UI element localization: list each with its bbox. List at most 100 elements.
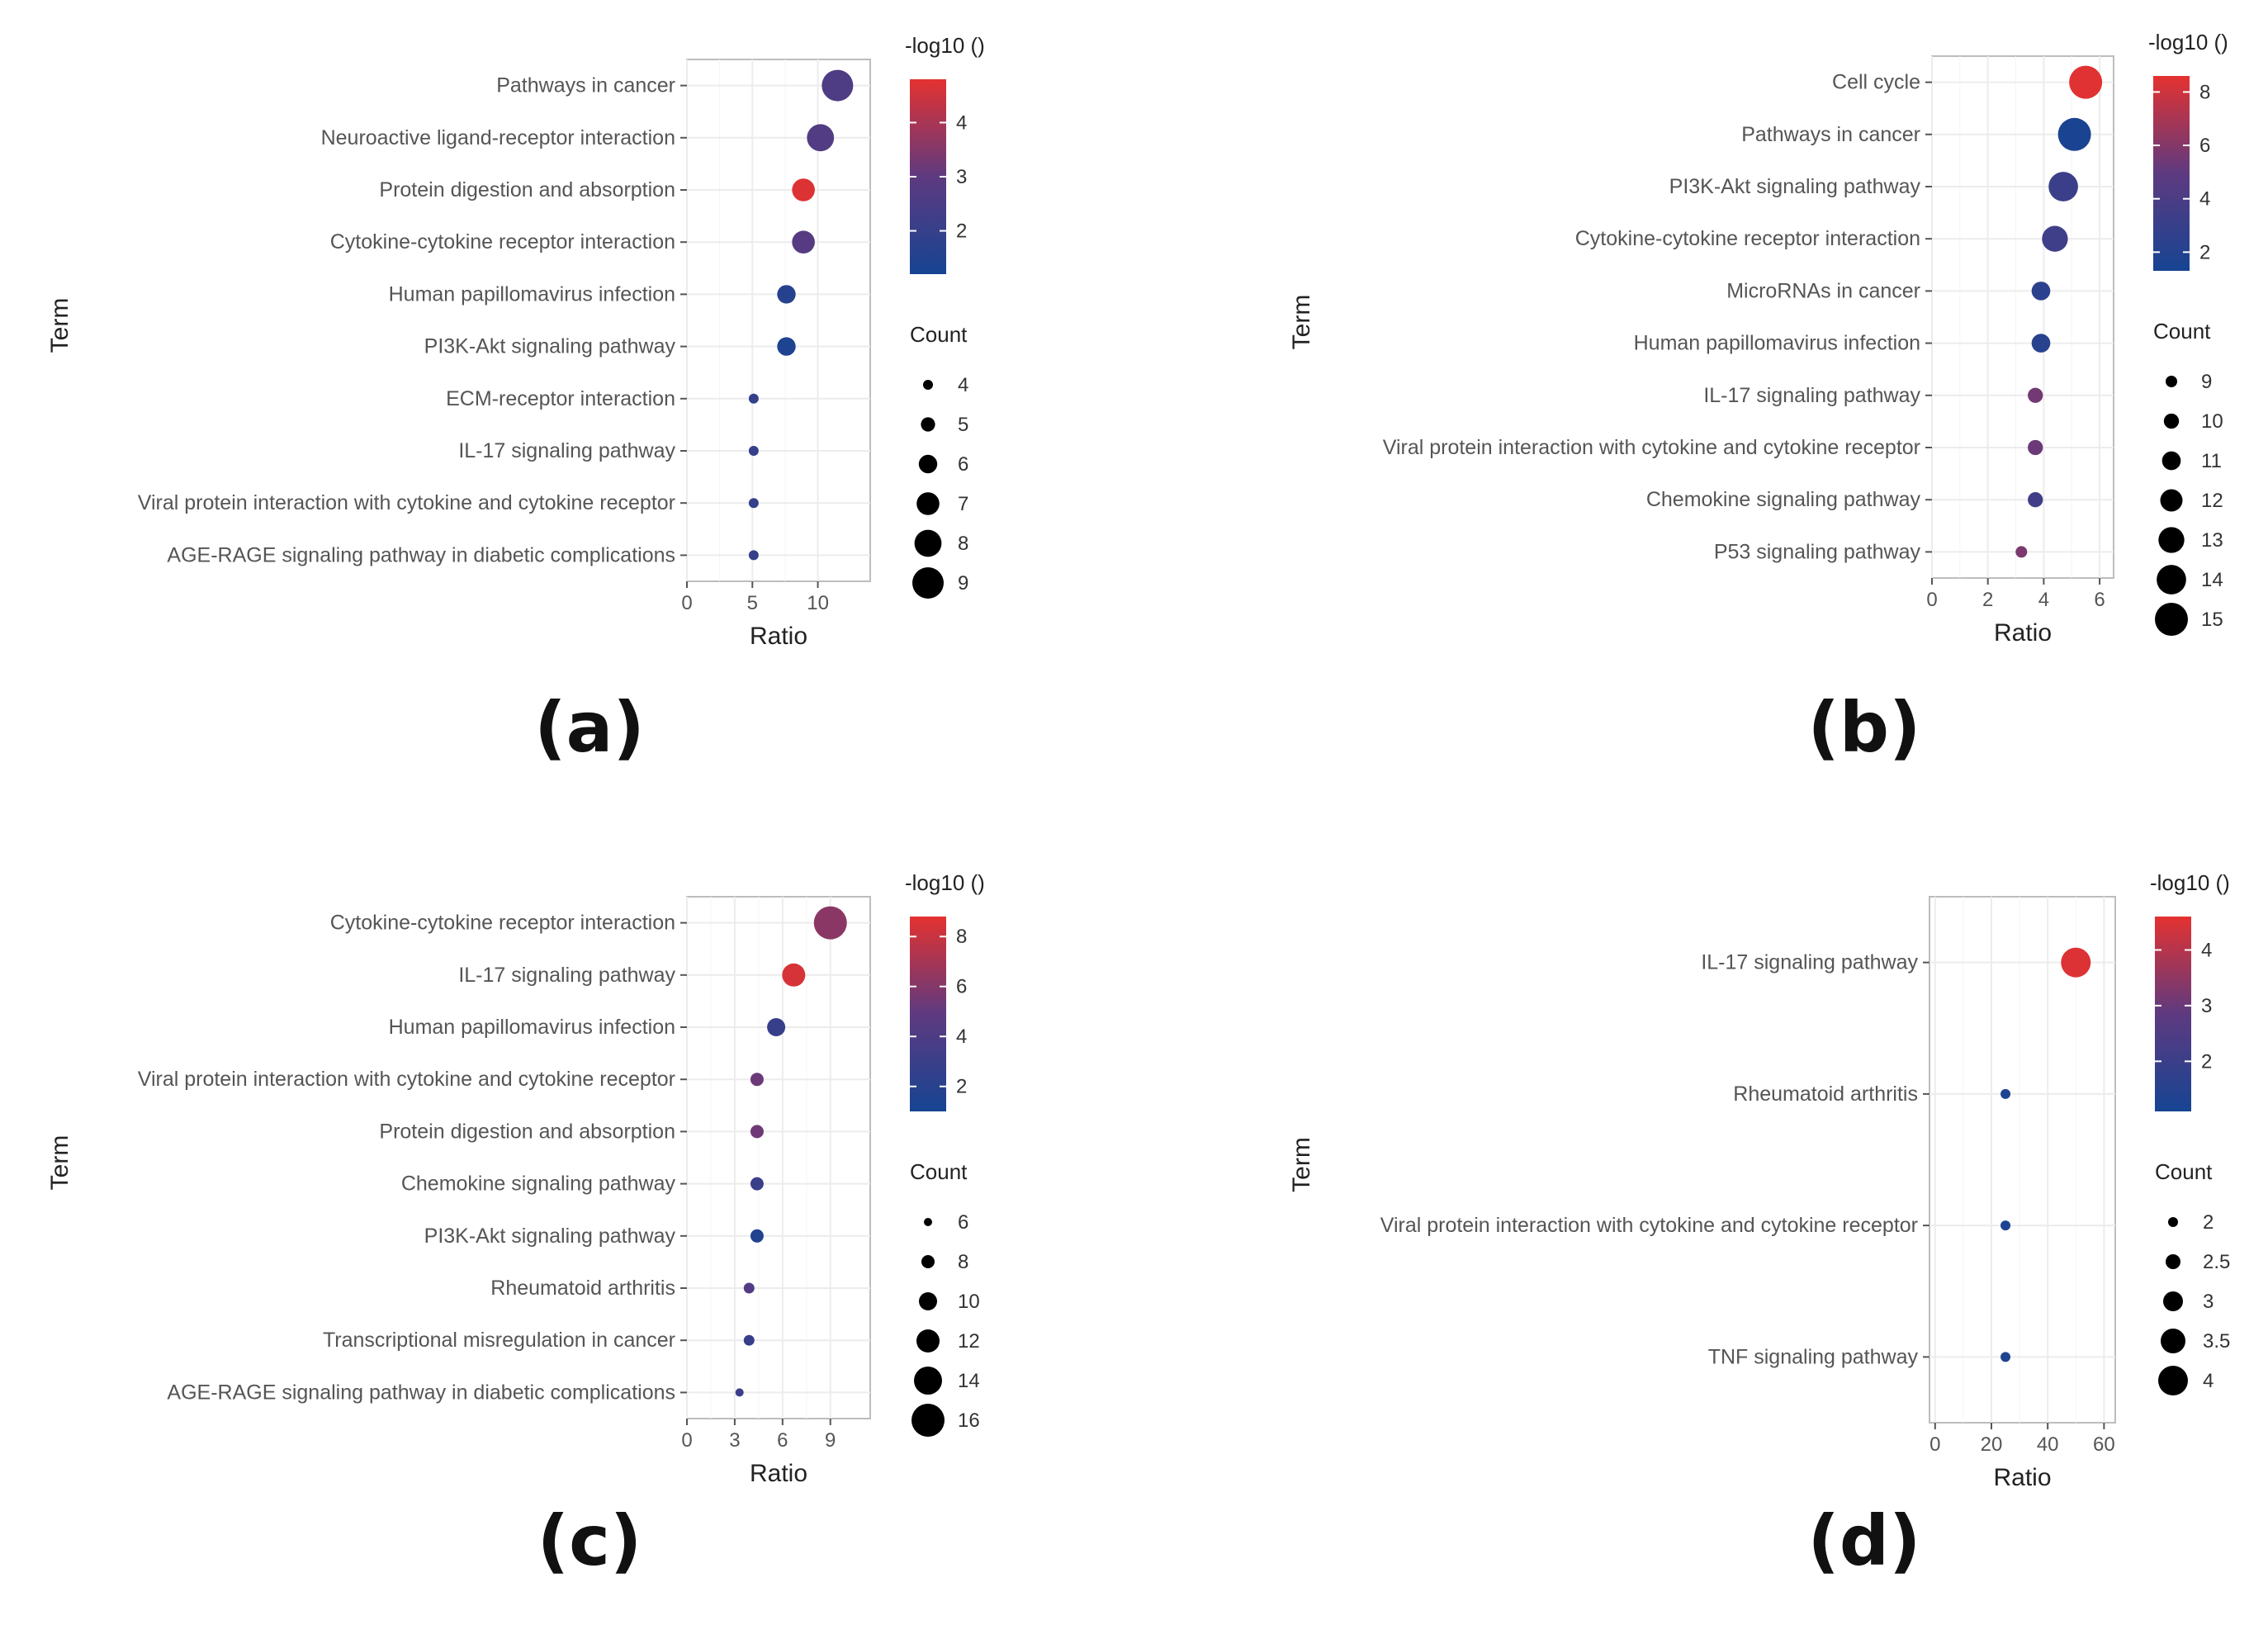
panel-d-point [2000,1220,2011,1231]
panel-a-term-label: IL-17 signaling pathway [458,439,675,462]
panel-a-point [807,124,835,152]
panel-a-term-label: Pathways in cancer [496,74,675,97]
panel-c-colorbar-label: 4 [956,1026,967,1048]
panel-c-term-label: Human papillomavirus infection [389,1016,675,1039]
panel-c-point [813,906,847,940]
panel-a-xtick-label: 10 [807,592,829,614]
panel-d-xtick-label: 40 [2037,1433,2059,1456]
panel-c-size-key [914,1367,942,1395]
panel-b-term-label: Human papillomavirus infection [1634,332,1920,355]
panel-b-point [2031,282,2051,301]
panel-a-size-key [916,492,940,515]
panel-c-size-key [924,1218,932,1226]
panel-a-term-label: ECM-receptor interaction [446,387,675,410]
panel-a-size-label: 7 [958,493,968,515]
panel-c-size-label: 16 [958,1409,980,1432]
panel-d-term-label: TNF signaling pathway [1708,1345,1919,1368]
panel-c-colorbar-label: 2 [956,1076,967,1098]
panel-d-size-label: 2.5 [2203,1251,2230,1273]
panel-a-size-key [923,380,933,390]
panel-d-xtick-label: 0 [1929,1433,1940,1456]
panel-b-term-label: Cytokine-cytokine receptor interaction [1575,227,1920,250]
panel-c-point [743,1282,755,1294]
panel-a-size-label: 6 [958,453,968,476]
panel-c-term-label: PI3K-Akt signaling pathway [424,1225,676,1248]
panel-b-colorbar [2153,76,2190,271]
panel-b-size-key [2155,603,2188,636]
panel-b-term-label: Pathways in cancer [1741,123,1920,146]
panel-c-color-legend-title: -log10 () [905,870,985,895]
panel-c-term-label: IL-17 signaling pathway [458,964,675,987]
panel-a-size-key [921,417,935,432]
panel-d-plot-area [1929,896,2116,1424]
panel-c-term-label: Chemokine signaling pathway [401,1173,676,1196]
panel-d-size-label: 4 [2203,1370,2214,1392]
panel-b-xtick-label: 2 [1982,589,1993,611]
panel-c-point [750,1177,764,1191]
panel-a-term-label: AGE-RAGE signaling pathway in diabetic c… [167,543,675,566]
panel-b-xtick-label: 4 [2038,589,2049,611]
panel-c-label: (c) [537,1500,642,1581]
panel-a-point [777,285,796,304]
panel-c-term-label: Viral protein interaction with cytokine … [138,1068,675,1091]
panel-c-size-label: 12 [958,1330,980,1353]
panel-a-x-axis-title: Ratio [750,623,807,650]
panel-d-label: (d) [1808,1500,1921,1581]
panel-c-size-key [921,1255,935,1268]
panel-c-term-label: Cytokine-cytokine receptor interaction [330,912,675,935]
panel-d-size-key [2168,1217,2178,1227]
panel-d-size-label: 3 [2203,1291,2214,1313]
panel-a-xtick-label: 5 [747,592,758,614]
panel-d-xtick-label: 60 [2093,1433,2115,1456]
panel-b-size-label: 11 [2201,450,2222,472]
panel-b-term-label: MicroRNAs in cancer [1726,279,1920,302]
panel-c-point [782,963,806,987]
panel-c-point [735,1388,744,1397]
panel-d-colorbar-label: 4 [2201,939,2212,961]
panel-c-xtick-label: 6 [777,1429,788,1452]
panel-c-point [750,1229,764,1243]
panel-c-size-key [911,1404,945,1437]
panel-c-colorbar-label: 6 [956,976,967,998]
panel-c-term-label: Rheumatoid arthritis [490,1277,675,1300]
panel-c-term-label: Transcriptional misregulation in cancer [323,1329,675,1352]
panel-b-size-key [2163,413,2180,429]
panel-a-size-legend-title: Count [910,322,968,347]
panel-b-colorbar-label: 6 [2199,135,2210,157]
panel-c-xtick-label: 9 [825,1429,836,1452]
panel-b-size-label: 13 [2201,529,2223,552]
panel-a-color-legend-title: -log10 () [905,33,985,58]
panel-a-colorbar-label: 3 [956,166,967,188]
panel-d-size-label: 3.5 [2203,1330,2230,1353]
panel-a-point [748,550,759,561]
panel-b-point [2031,334,2051,353]
panel-b-size-key [2158,527,2185,553]
panel-a-colorbar-label: 2 [956,220,967,243]
panel-d-point [2061,947,2091,978]
panel-a-term-label: Human papillomavirus infection [389,282,675,306]
panel-b-size-key [2160,489,2183,512]
panel-d-x-axis-title: Ratio [1993,1464,2051,1491]
panel-a-size-label: 5 [958,414,968,436]
panel-c-colorbar [910,917,946,1111]
panel-a-point [792,178,815,201]
panel-d-size-legend-title: Count [2155,1159,2213,1184]
panel-b-point [2028,387,2043,403]
panel-d-size-key [2158,1366,2188,1395]
panel-d-size-label: 2 [2203,1211,2214,1234]
panel-a-size-key [914,529,942,557]
panel-a-y-axis-title: Term [46,298,73,353]
panel-c: Cytokine-cytokine receptor interaction IL… [46,870,985,1581]
panel-b-point [2015,546,2028,558]
panel-c-y-axis-title: Term [46,1135,73,1191]
panel-c-size-label: 10 [958,1291,980,1313]
panel-c-xtick-label: 0 [681,1429,692,1452]
panel-a-size-label: 8 [958,533,968,555]
panel-d-y-axis-title: Term [1288,1137,1315,1192]
panel-b-point [2069,65,2103,99]
panel-c-point [743,1334,755,1346]
panel-a-point [777,337,796,356]
panel-b-x-axis-title: Ratio [1994,619,2052,647]
panel-c-term-label: Protein digestion and absorption [379,1120,675,1143]
panel-b-point [2057,117,2091,151]
